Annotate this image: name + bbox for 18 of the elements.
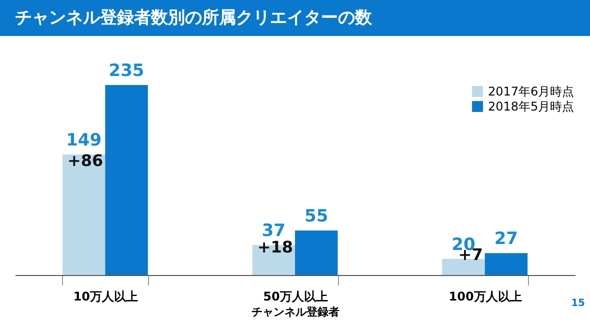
x-tick-label: 10万人以上: [73, 290, 138, 304]
bar: [62, 154, 106, 275]
legend-label: 2018年5月時点: [488, 100, 574, 114]
x-tick-label: 100万人以上: [448, 290, 522, 304]
bar: [295, 230, 338, 275]
data-label: 235: [108, 61, 144, 81]
bar: [484, 253, 528, 275]
x-axis-title: チャンネル登録者: [252, 306, 340, 318]
text: 15: [571, 298, 586, 309]
bar: [105, 85, 148, 275]
annotation: +86: [68, 151, 104, 170]
chart-title: チャンネル登録者数別の所属クリエイターの数: [15, 8, 373, 28]
data-label: 27: [494, 229, 518, 250]
legend-label: 2017年6月時点: [488, 84, 574, 98]
data-label: 55: [304, 206, 328, 227]
data-label: 149: [66, 130, 102, 151]
x-tick-label: 50万人以上: [263, 290, 328, 304]
bar: [442, 258, 485, 275]
